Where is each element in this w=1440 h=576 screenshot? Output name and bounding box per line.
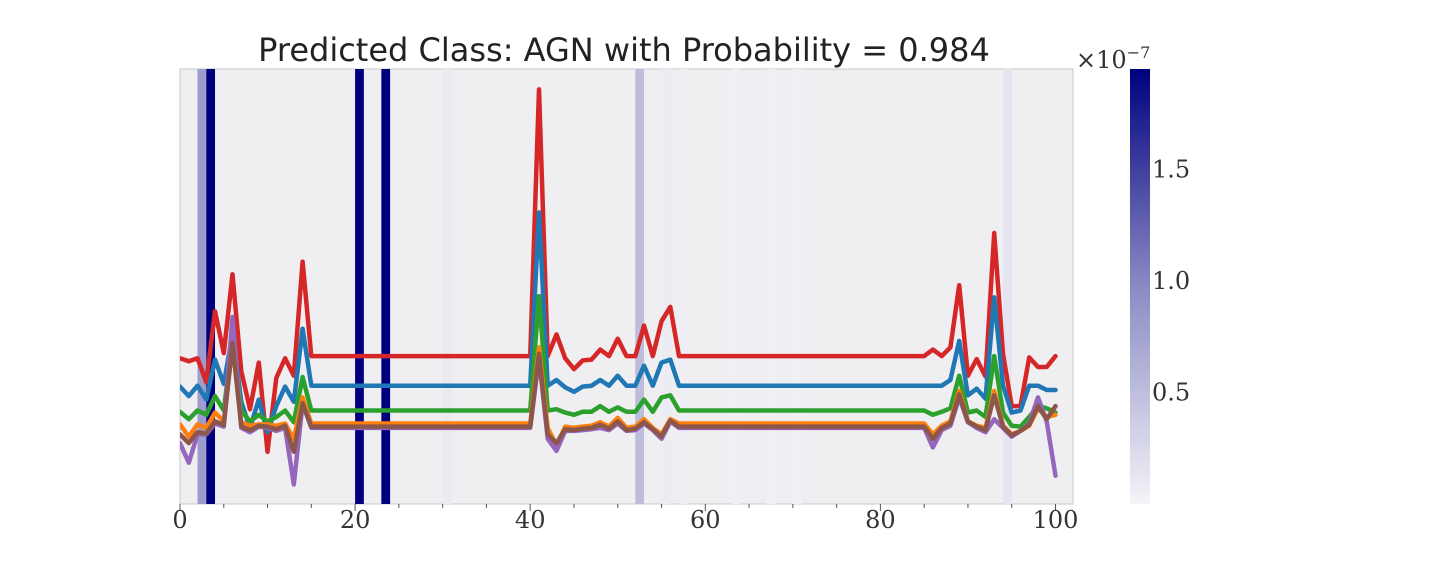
heat-band (679, 69, 688, 504)
series-line (180, 210, 1058, 435)
x-tick-label: 40 (515, 506, 546, 534)
x-tick-label: 100 (1033, 506, 1079, 534)
colorbar-tick-label: 1.0 (1152, 267, 1190, 295)
heat-band (1002, 69, 1012, 504)
heat-band (197, 69, 207, 504)
colorbar-exponent-power: −7 (1127, 43, 1151, 62)
heat-bands (197, 69, 1012, 504)
series-line (180, 293, 1058, 429)
colorbar-tick-label: 1.5 (1152, 155, 1190, 183)
heat-band (731, 69, 741, 504)
colorbar-ticks: 0.5 1.0 1.5 (1152, 155, 1190, 406)
colorbar-exponent: ×10−7 (1076, 43, 1150, 74)
colorbar-exponent-prefix: ×10 (1076, 46, 1127, 74)
x-tick-label: 80 (865, 506, 896, 534)
colorbar (1130, 69, 1150, 504)
x-axis: 0 20 40 60 80 100 (172, 504, 1078, 534)
heat-band (206, 69, 216, 504)
heat-band (661, 69, 671, 504)
series-line (180, 87, 1058, 455)
heat-band (635, 69, 645, 504)
x-tick-label: 0 (172, 506, 187, 534)
series-lines (180, 87, 1058, 487)
x-tick-label: 20 (340, 506, 371, 534)
heat-band (442, 69, 452, 504)
heat-band (381, 69, 391, 504)
heat-band (792, 69, 802, 504)
chart-title: Predicted Class: AGN with Probability = … (258, 31, 990, 69)
x-tick-label: 60 (690, 506, 721, 534)
colorbar-tick-label: 0.5 (1152, 378, 1190, 406)
heat-band (766, 69, 776, 504)
series-line (180, 340, 1058, 455)
heat-band (355, 69, 364, 504)
